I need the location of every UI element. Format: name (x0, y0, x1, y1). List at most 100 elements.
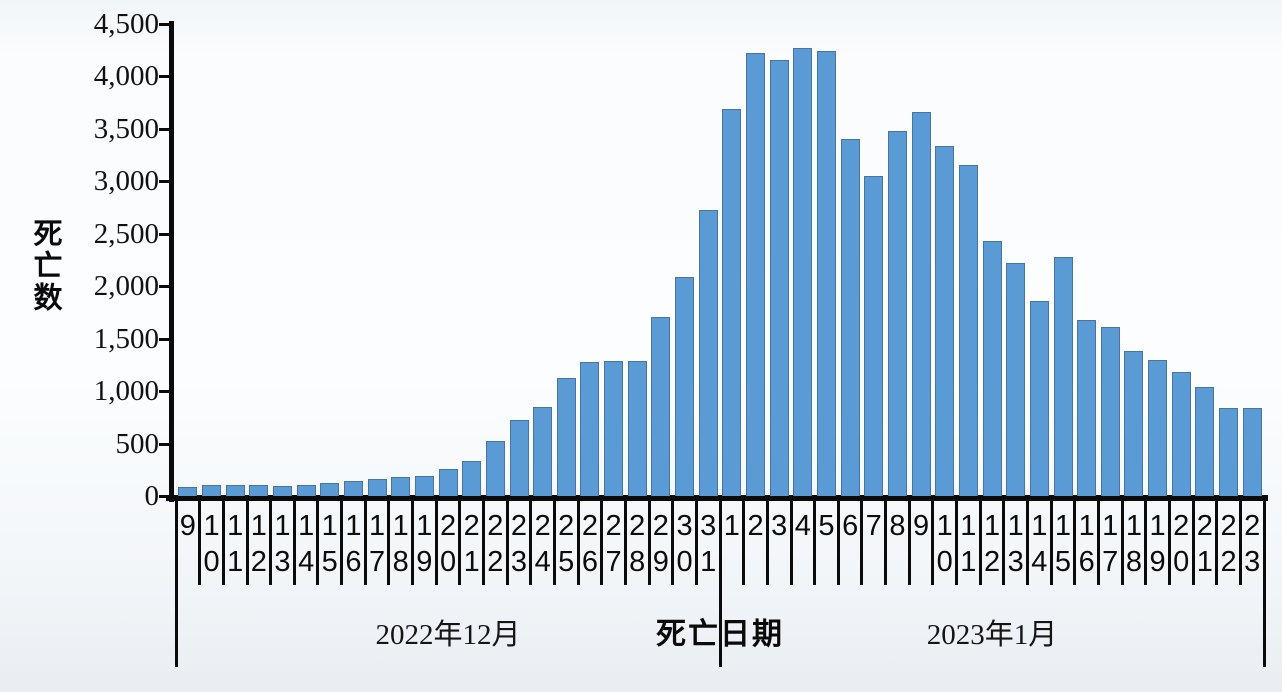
bar-2023年1月-22 (1219, 407, 1238, 496)
x-tick-separator (198, 501, 202, 585)
x-axis-title: 死亡日期 (656, 618, 784, 651)
y-axis-tick (159, 22, 169, 26)
x-tick-separator (1002, 501, 1006, 585)
y-axis-tick (159, 337, 169, 341)
date-label-15: 1 5 (321, 510, 338, 578)
y-axis-title: 死亡数 (29, 218, 61, 314)
bar-2022年12月-22 (485, 440, 505, 496)
date-label-22: 2 2 (1220, 510, 1237, 578)
bar-2022年12月-21 (462, 461, 482, 496)
bar-2023年1月-2 (746, 52, 765, 496)
bar-2023年1月-14 (1029, 300, 1049, 496)
bar-2023年1月-23 (1242, 407, 1262, 496)
date-label-18: 1 8 (1125, 510, 1142, 578)
date-label-25: 2 5 (558, 510, 575, 578)
y-tick-label: 3,500 (93, 112, 159, 145)
x-tick-separator (600, 501, 604, 585)
date-label-30: 3 0 (676, 510, 693, 578)
x-tick-separator (907, 501, 911, 585)
date-label-13: 1 3 (274, 510, 291, 578)
bar-2022年12月-29 (651, 316, 671, 496)
bar-2023年1月-17 (1100, 327, 1120, 496)
x-tick-separator (529, 501, 533, 585)
x-tick-separator (576, 501, 580, 585)
date-label-6: 6 (842, 510, 859, 542)
date-label-31: 3 1 (700, 510, 717, 578)
date-label-4: 4 (794, 510, 811, 542)
x-tick-separator (884, 501, 888, 585)
date-label-7: 7 (865, 510, 882, 542)
bar-2022年12月-26 (580, 361, 600, 496)
y-tick-label: 1,000 (93, 375, 159, 407)
bar-2022年12月-17 (367, 479, 387, 496)
x-tick-separator (316, 501, 320, 585)
month-label: 2022年12月 (375, 619, 521, 651)
date-label-16: 1 6 (345, 510, 362, 578)
bar-2022年12月-31 (698, 210, 718, 496)
date-label-16: 1 6 (1078, 510, 1095, 578)
bar-2023年1月-10 (935, 146, 955, 496)
date-label-19: 1 9 (416, 510, 433, 578)
date-label-29: 2 9 (652, 510, 669, 578)
y-tick-label: 0 (144, 480, 160, 512)
month-boundary-line (718, 501, 722, 667)
x-tick-separator (931, 501, 935, 585)
date-label-19: 1 9 (1149, 510, 1166, 578)
date-label-26: 2 6 (581, 510, 598, 578)
x-tick-separator (789, 501, 793, 585)
bar-2023年1月-1 (722, 108, 742, 496)
x-tick-separator (292, 501, 296, 585)
x-tick-separator (1238, 501, 1242, 585)
date-label-11: 1 1 (227, 510, 244, 578)
x-tick-separator (647, 501, 651, 585)
x-tick-separator (1096, 501, 1100, 585)
y-axis-tick (159, 75, 169, 78)
axis-edge-line (1262, 501, 1266, 667)
bar-2022年12月-20 (438, 469, 458, 496)
y-tick-label: 2,000 (93, 270, 159, 302)
bar-2022年12月-14 (296, 485, 316, 496)
bar-2023年1月-6 (840, 139, 860, 496)
date-label-3: 3 (771, 510, 788, 542)
x-tick-separator (694, 501, 698, 585)
y-axis-tick (159, 390, 169, 393)
x-tick-separator (1215, 501, 1219, 585)
date-label-15: 1 5 (1054, 510, 1071, 578)
date-label-10: 1 0 (936, 510, 953, 578)
date-label-12: 1 2 (250, 510, 267, 578)
date-label-27: 2 7 (605, 510, 622, 578)
x-tick-separator (458, 501, 462, 585)
x-tick-separator (1120, 501, 1124, 585)
bar-2023年1月-15 (1053, 256, 1073, 496)
bar-2022年12月-15 (320, 483, 340, 496)
date-label-23: 2 3 (1244, 510, 1261, 578)
date-label-13: 1 3 (1007, 510, 1024, 578)
y-tick-label: 1,500 (93, 322, 159, 355)
bar-2022年12月-24 (533, 406, 553, 497)
x-tick-separator (1144, 501, 1148, 585)
date-label-9: 9 (179, 510, 196, 542)
bar-2022年12月-10 (202, 485, 221, 496)
x-tick-separator (221, 501, 225, 585)
x-tick-separator (1073, 501, 1077, 585)
date-label-10: 1 0 (203, 510, 220, 578)
x-tick-separator (742, 501, 746, 585)
y-axis-tick (159, 285, 169, 288)
month-label: 2023年1月 (926, 619, 1058, 651)
y-axis-tick (159, 495, 169, 498)
date-label-9: 9 (912, 510, 930, 542)
date-label-21: 2 1 (463, 510, 480, 578)
bar-2023年1月-19 (1148, 359, 1168, 496)
date-label-8: 8 (889, 510, 906, 542)
bar-2023年1月-13 (1006, 262, 1026, 496)
bar-2022年12月-30 (675, 276, 694, 496)
bar-2023年1月-18 (1124, 351, 1144, 496)
bar-2022年12月-18 (391, 477, 411, 496)
date-label-22: 2 2 (487, 510, 504, 578)
x-tick-separator (671, 501, 675, 585)
bar-2022年12月-28 (627, 360, 647, 496)
